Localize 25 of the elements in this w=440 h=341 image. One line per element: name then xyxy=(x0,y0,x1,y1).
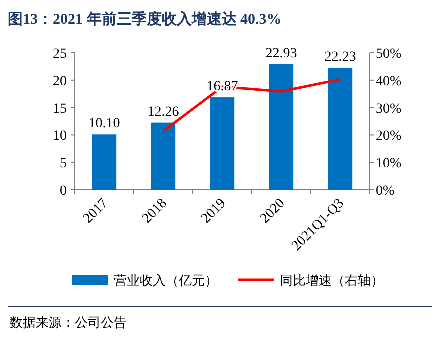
bar xyxy=(269,64,294,190)
y2-tick-label: 40% xyxy=(376,74,402,90)
data-label: 12.26 xyxy=(148,104,180,120)
data-label: 22.93 xyxy=(266,46,298,62)
y-tick-label: 15 xyxy=(53,102,67,117)
bar xyxy=(92,134,117,190)
bar xyxy=(328,68,353,190)
legend-label: 同比增速（右轴） xyxy=(280,273,384,288)
bar xyxy=(210,98,235,190)
y-tick-label: 0 xyxy=(60,184,67,199)
y-tick-label: 10 xyxy=(53,129,67,144)
source-note: 数据来源：公司公告 xyxy=(10,315,127,330)
legend-label: 营业收入（亿元） xyxy=(114,273,218,288)
y2-tick-label: 10% xyxy=(376,156,402,172)
y-tick-label: 20 xyxy=(53,74,67,90)
chart-title: 图13：2021 年前三季度收入增速达 40.3% xyxy=(8,10,282,28)
y-tick-label: 5 xyxy=(60,156,67,172)
y2-tick-label: 20% xyxy=(376,129,402,144)
bar xyxy=(151,122,176,190)
data-label: 10.10 xyxy=(88,116,120,132)
y2-tick-label: 0% xyxy=(376,184,395,199)
y2-tick-label: 50% xyxy=(376,47,402,62)
y-tick-label: 25 xyxy=(53,47,67,62)
y2-tick-label: 30% xyxy=(376,102,402,117)
data-label: 22.23 xyxy=(324,50,356,66)
